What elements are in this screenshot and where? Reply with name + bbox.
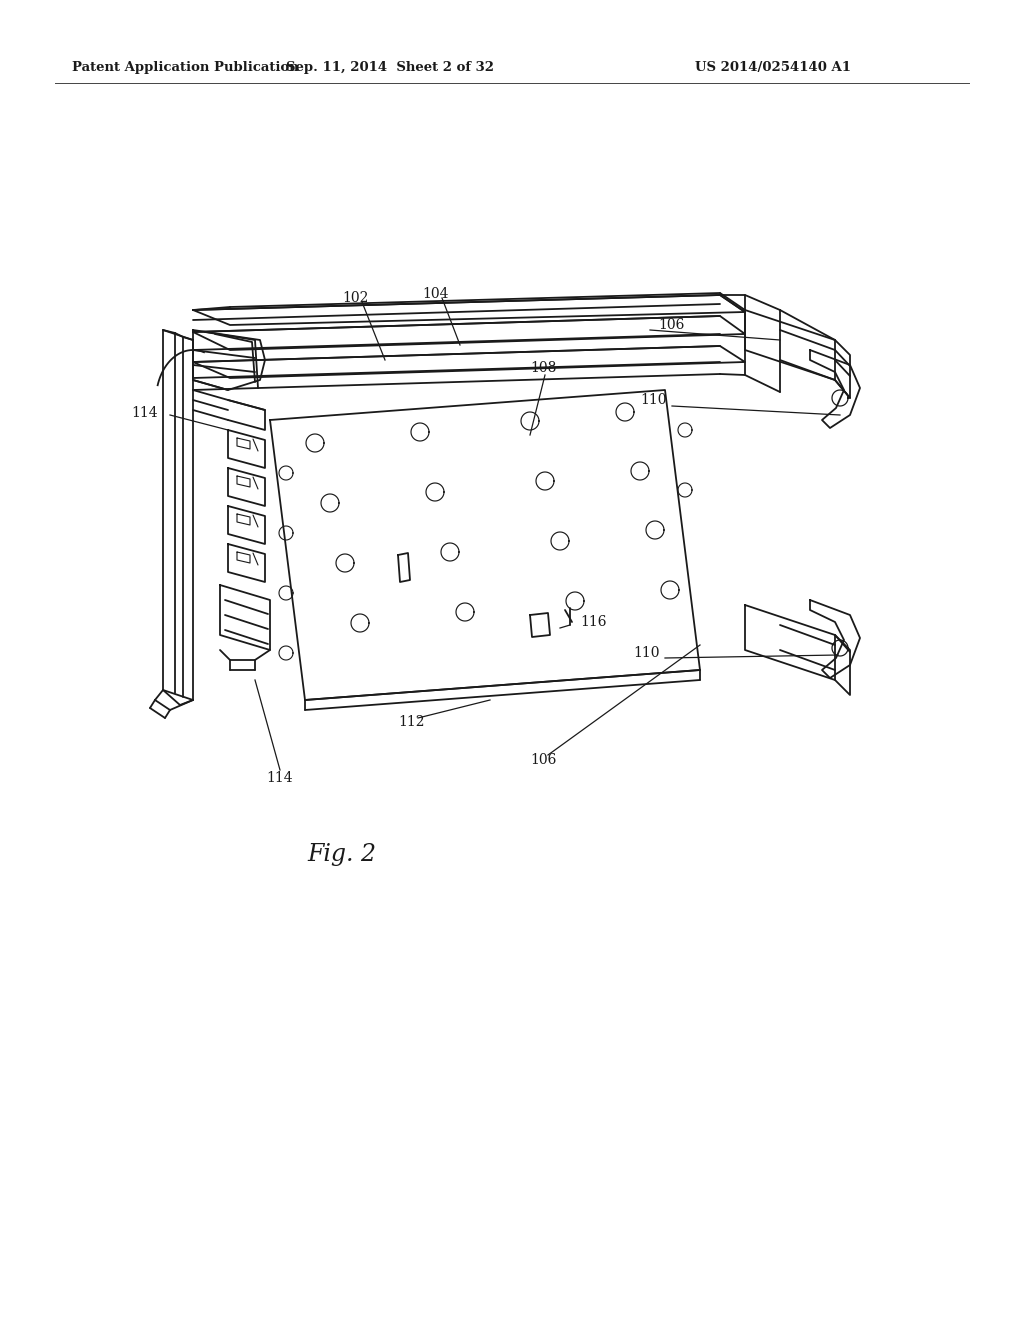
Text: 102: 102 xyxy=(342,290,369,305)
Text: 108: 108 xyxy=(529,360,556,375)
Text: US 2014/0254140 A1: US 2014/0254140 A1 xyxy=(695,62,851,74)
Text: 114: 114 xyxy=(266,771,293,785)
Text: 116: 116 xyxy=(580,615,606,630)
Text: 114: 114 xyxy=(131,407,158,420)
Text: 106: 106 xyxy=(529,752,556,767)
Text: 112: 112 xyxy=(398,715,425,729)
Text: 106: 106 xyxy=(658,318,684,333)
Text: 110: 110 xyxy=(634,645,660,660)
Text: Sep. 11, 2014  Sheet 2 of 32: Sep. 11, 2014 Sheet 2 of 32 xyxy=(286,62,494,74)
Text: 110: 110 xyxy=(640,393,667,407)
Text: Patent Application Publication: Patent Application Publication xyxy=(72,62,299,74)
Text: Fig. 2: Fig. 2 xyxy=(307,843,377,866)
Text: 104: 104 xyxy=(423,286,450,301)
